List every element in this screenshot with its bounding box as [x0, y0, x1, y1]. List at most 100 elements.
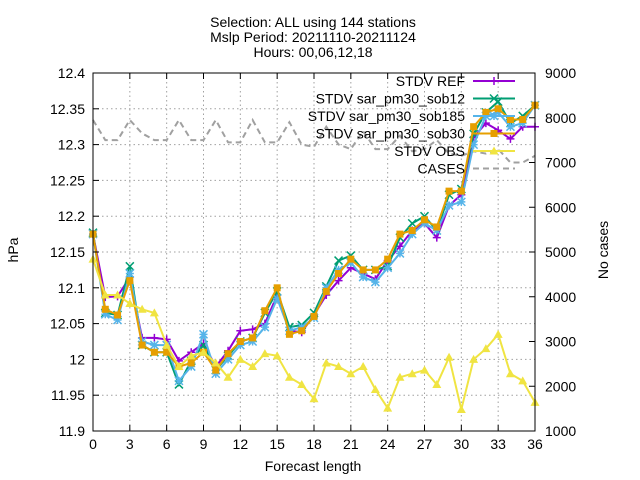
data-point — [407, 229, 417, 239]
chart-title-line-3: Hours: 00,06,12,18 — [253, 44, 372, 60]
legend-label: STDV OBS — [394, 143, 465, 159]
y2-tick-label: 2000 — [545, 378, 576, 394]
data-point — [113, 315, 123, 325]
data-point — [370, 277, 380, 287]
data-point — [347, 255, 355, 263]
legend: STDV REF STDV sar_pm30_sob12 STDV sar_pm30… — [308, 73, 515, 177]
data-point — [223, 354, 233, 364]
y-tick-label: 11.95 — [51, 387, 85, 403]
data-point — [334, 276, 343, 285]
data-point — [248, 336, 258, 347]
data-point — [125, 299, 135, 308]
data-point — [322, 287, 330, 295]
data-point — [284, 372, 294, 381]
data-point — [163, 348, 171, 356]
data-point — [297, 322, 307, 332]
x-axis-label: Forecast length — [265, 458, 362, 474]
legend-marker — [490, 130, 498, 137]
data-point — [334, 256, 344, 266]
data-point — [211, 369, 221, 379]
data-point — [236, 326, 245, 335]
plot-frame — [92, 72, 536, 432]
data-point — [359, 266, 367, 274]
data-point — [518, 376, 528, 385]
series-stdv-obs — [88, 254, 540, 414]
data-point — [346, 258, 356, 268]
data-point — [346, 369, 356, 378]
data-point — [433, 223, 441, 231]
y-tick-label: 12 — [69, 351, 85, 367]
data-point — [432, 225, 442, 236]
series-cases — [92, 117, 536, 164]
data-point — [174, 376, 184, 386]
data-point — [285, 330, 293, 338]
y-tick-label: 12.1 — [58, 280, 85, 296]
data-point — [456, 405, 466, 414]
data-point — [432, 233, 441, 242]
data-point — [249, 334, 257, 342]
data-point — [248, 362, 258, 371]
data-point — [334, 362, 344, 371]
y2-tick-label: 9000 — [545, 65, 576, 81]
data-point — [505, 369, 515, 378]
legend-entry: CASES — [418, 161, 515, 177]
legend-label: STDV sar_pm30_sob12 — [316, 91, 466, 107]
y-tick-label: 12.25 — [50, 172, 85, 188]
legend-entry: STDV REF — [396, 73, 515, 89]
data-point — [444, 352, 454, 361]
axes: 0 3 6 9 12 15 18 21 24 27 30 33 3611.911.951212.0512… — [50, 65, 576, 452]
data-point — [481, 344, 491, 353]
y-tick-label: 12.3 — [58, 137, 85, 153]
data-point — [335, 269, 343, 277]
data-point — [445, 187, 453, 195]
data-point — [224, 350, 232, 358]
data-point — [370, 384, 380, 393]
data-point — [395, 372, 405, 381]
data-point — [248, 325, 257, 334]
data-point — [138, 341, 146, 349]
data-point — [199, 347, 208, 356]
y2-tick-label: 5000 — [545, 244, 576, 260]
data-point — [223, 372, 233, 381]
data-point — [149, 308, 159, 317]
data-point — [321, 358, 331, 367]
data-point — [137, 304, 147, 313]
series-line — [92, 100, 536, 387]
legend-label: STDV sar_pm30_sob30 — [316, 126, 466, 142]
data-point — [235, 340, 245, 350]
y-tick-label: 11.9 — [59, 423, 85, 439]
data-point — [310, 312, 318, 320]
data-point — [469, 354, 479, 363]
y2-tick-label: 3000 — [545, 334, 576, 350]
data-point — [100, 290, 110, 299]
data-point — [469, 140, 479, 150]
data-point — [298, 327, 306, 335]
series-stdv-sar-pm30-sob30 — [89, 101, 539, 374]
data-point — [149, 340, 159, 350]
data-point — [395, 248, 405, 258]
data-point — [519, 116, 527, 124]
data-point — [297, 379, 307, 388]
series-line — [92, 117, 536, 164]
y-tick-label: 12.15 — [50, 244, 85, 260]
data-point — [150, 348, 158, 356]
y-axis-label: hPa — [5, 237, 21, 262]
data-point — [272, 294, 282, 304]
data-point — [150, 333, 159, 342]
data-point — [126, 277, 134, 285]
x-tick-label: 12 — [233, 436, 249, 452]
y-tick-label: 12.2 — [58, 208, 85, 224]
data-point — [101, 305, 109, 313]
data-point — [125, 268, 135, 279]
data-point — [396, 230, 404, 238]
x-tick-label: 30 — [454, 436, 470, 452]
legend-marker — [490, 77, 498, 85]
legend-entry: STDV sar_pm30_sob30 — [316, 126, 515, 142]
legend-entry: STDV OBS — [394, 143, 515, 159]
y2-tick-label: 1000 — [545, 423, 576, 439]
data-point — [457, 187, 465, 195]
x-tick-label: 24 — [380, 436, 396, 452]
y2-tick-label: 7000 — [545, 155, 576, 171]
y-tick-label: 12.4 — [58, 65, 85, 81]
data-point — [321, 283, 331, 293]
